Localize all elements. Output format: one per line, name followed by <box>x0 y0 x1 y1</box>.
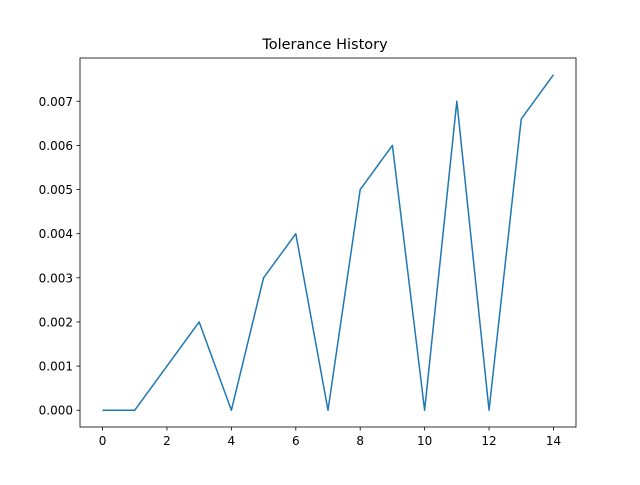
x-tick-label: 4 <box>228 434 236 448</box>
plot-frame <box>79 57 577 428</box>
x-axis: 0 2 4 6 8 10 12 14 <box>99 427 561 448</box>
chart-title: Tolerance History <box>261 37 388 53</box>
y-tick-label: 0.000 <box>39 404 73 418</box>
y-tick-label: 0.001 <box>39 360 73 374</box>
x-tick-label: 8 <box>356 434 364 448</box>
x-tick-label: 6 <box>292 434 300 448</box>
x-tick-label: 0 <box>99 434 107 448</box>
y-tick-label: 0.003 <box>39 271 73 285</box>
y-tick-label: 0.006 <box>39 139 73 153</box>
x-tick-label: 14 <box>546 434 561 448</box>
series-layer <box>102 74 555 411</box>
y-tick-label: 0.005 <box>39 183 73 197</box>
series-line <box>102 74 555 411</box>
x-tick-label: 2 <box>163 434 171 448</box>
x-tick-label: 12 <box>481 434 496 448</box>
x-tick-label: 10 <box>417 434 432 448</box>
y-tick-label: 0.004 <box>39 227 73 241</box>
y-tick-label: 0.002 <box>39 315 73 329</box>
y-tick-label: 0.007 <box>39 95 73 109</box>
y-axis: 0.000 0.001 0.002 0.003 0.004 0.005 0.006 0.007 <box>39 95 80 418</box>
